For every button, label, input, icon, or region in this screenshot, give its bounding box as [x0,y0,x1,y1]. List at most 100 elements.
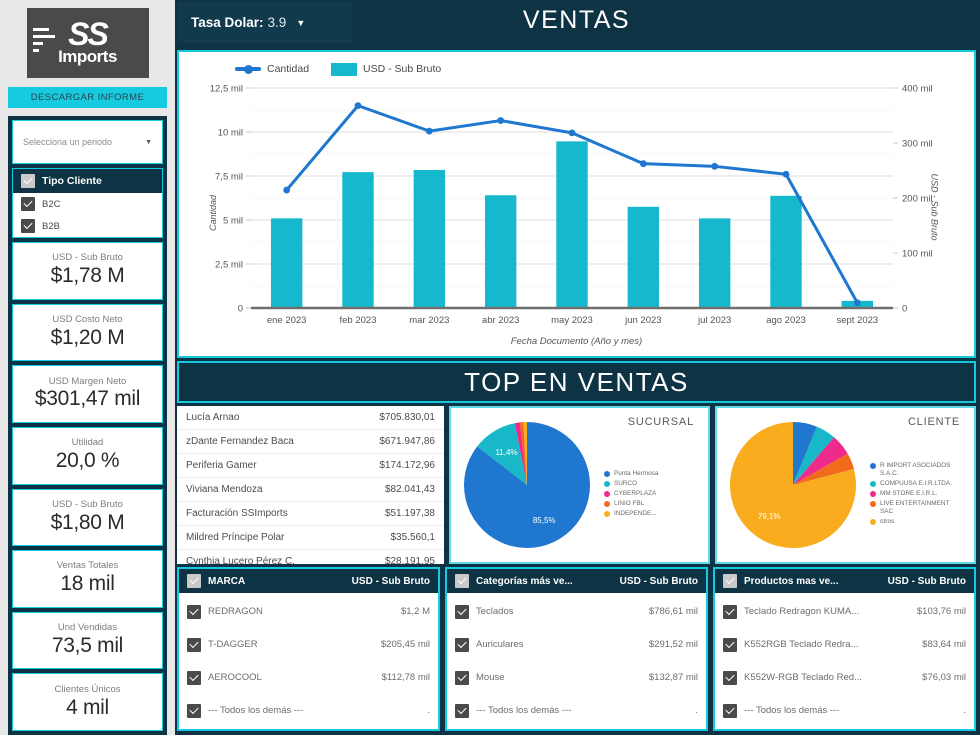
checkbox-icon[interactable] [21,197,35,211]
pie-slice[interactable] [793,453,854,485]
kpi-card-und-vendidas[interactable]: Und Vendidas 73,5 mil [12,611,163,670]
checkbox-icon[interactable] [21,174,35,188]
kpi-value: $1,80 M [50,510,125,534]
table-row[interactable]: --- Todos los demás ---. [179,698,438,724]
pie-legend-item[interactable]: otros [870,518,954,526]
kpi-label: USD - Sub Bruto [52,498,123,510]
kpi-card-utilidad[interactable]: Utilidad 20,0 % [12,426,163,485]
productos-table: Productos mas ve... USD - Sub Bruto Tecl… [713,567,976,731]
customer-name: zDante Fernandez Baca [186,436,294,447]
ventas-chart-panel: Cantidad USD - Sub Bruto Cantidad USD - … [177,50,976,358]
legend-item-usd-sub-bruto[interactable]: USD - Sub Bruto [331,62,441,76]
list-item[interactable]: Facturación SSImports $51.197,38 [177,502,444,526]
sucursal-pie-chart[interactable]: 85,5% 11,4% [455,411,600,559]
x-axis-title: Fecha Documento (Año y mes) [510,336,643,347]
period-select[interactable]: Selecciona un periodo ▼ [12,120,163,164]
combo-chart-svg[interactable]: 0 2,5 mil 5 mil 7,5 mil 10 mil 12,5 mil 0 100 m… [183,80,967,345]
checkbox-icon[interactable] [723,604,737,619]
table-row[interactable]: K552RGB Teclado Redra... $83,64 mil [715,632,974,658]
table-row[interactable]: --- Todos los demás ---. [715,698,974,724]
legend-dot-icon [604,501,610,507]
legend-dot-icon [604,511,610,517]
checkbox-icon[interactable] [723,574,737,588]
pie-slice[interactable] [514,422,527,485]
kpi-value: $301,47 mil [34,387,141,411]
table-row[interactable]: K552W-RGB Teclado Red... $76,03 mil [715,665,974,691]
legend-item-cantidad[interactable]: Cantidad [235,63,309,75]
checkbox-icon[interactable] [187,604,201,619]
filter-select-all-row[interactable]: Tipo Cliente [13,169,162,193]
list-item[interactable]: Viviana Mendoza $82.041,43 [177,478,444,502]
filter-option-b2c[interactable]: B2C [13,193,162,215]
pie-legend-item[interactable]: INDEPENDE... [604,510,658,518]
list-item[interactable]: Mildred Príncipe Polar $35.560,1 [177,526,444,550]
pie-legend-item[interactable]: COMPUUSA E.I.R.LTDA. [870,480,954,488]
checkbox-icon[interactable] [723,670,737,685]
kpi-card-usd-sub-bruto-2[interactable]: USD - Sub Bruto $1,80 M [12,488,163,547]
download-report-button[interactable]: DESCARGAR INFORME [8,87,167,108]
cliente-pie-chart[interactable]: 79,1% [721,411,866,559]
list-item[interactable]: Lucía Arnao $705.830,01 [177,406,444,430]
customer-value: $671.947,86 [379,436,435,447]
pie-legend-item[interactable]: R IMPORT ASOCIADOS S.A.C. [870,462,954,478]
pie-slice[interactable] [477,423,527,485]
kpi-card-usd-sub-bruto[interactable]: USD - Sub Bruto $1,78 M [12,242,163,300]
filter-option-b2b[interactable]: B2B [13,215,162,237]
table-cell-label: --- Todos los demás --- [476,705,572,716]
list-item[interactable]: zDante Fernandez Baca $671.947,86 [177,430,444,454]
table-row[interactable]: Auriculares $291,52 mil [447,632,706,658]
chart-plot-area: Cantidad USD - Sub Bruto Fecha Documento… [183,80,970,348]
table-body: Teclado Redragon KUMA... $103,76 mil K552R… [715,593,974,729]
pie-slice[interactable] [730,422,856,548]
table-row[interactable]: AEROCOOL $112,78 mil [179,665,438,691]
checkbox-icon[interactable] [455,670,469,685]
checkbox-icon[interactable] [455,637,469,652]
table-row[interactable]: T-DAGGER $205,45 mil [179,632,438,658]
list-item[interactable]: Periferia Gamer $174.172,96 [177,454,444,478]
pie-slice[interactable] [523,422,527,485]
checkbox-icon[interactable] [21,219,35,233]
kpi-card-usd-margen-neto[interactable]: USD Margen Neto $301,47 mil [12,365,163,423]
tasa-dolar-selector[interactable]: Tasa Dolar: 3.9 ▼ [177,2,352,43]
customer-value: $28.191,95 [384,556,435,564]
pie-legend-item[interactable]: CYBERPLAZA [604,490,658,498]
kpi-card-usd-costo-neto[interactable]: USD Costo Neto $1,20 M [12,303,163,362]
checkbox-icon[interactable] [455,574,469,588]
list-item[interactable]: Cynthia Lucero Pérez C. $28.191,95 [177,550,444,564]
table-row[interactable]: Teclado Redragon KUMA... $103,76 mil [715,599,974,625]
pie-legend-label: LIVE ENTERTAINMENT SAC [880,500,950,515]
pie-slice[interactable] [793,437,848,485]
checkbox-icon[interactable] [723,703,737,718]
checkbox-icon[interactable] [187,703,201,718]
pie-slice[interactable] [793,426,835,485]
pie-legend-item[interactable]: LINIO FBL [604,500,658,508]
kpi-card-clientes-unicos[interactable]: Clientes Únicos 4 mil [12,673,163,731]
checkbox-icon[interactable] [723,637,737,652]
pie-legend-item[interactable]: MM STORE E.I.R.L. [870,490,954,498]
pie-slice[interactable] [519,422,527,485]
table-header-value: USD - Sub Bruto [619,575,698,587]
top-customers-list[interactable]: Lucía Arnao $705.830,01 zDante Fernandez B… [177,406,444,564]
table-row[interactable]: Mouse $132,87 mil [447,665,706,691]
checkbox-icon[interactable] [455,703,469,718]
customer-value: $174.172,96 [379,460,435,471]
pie-legend-item[interactable]: SURCO [604,480,658,488]
pie-data-label: 11,4% [495,448,517,457]
checkbox-icon[interactable] [455,604,469,619]
checkbox-icon[interactable] [187,670,201,685]
table-header-row[interactable]: MARCA USD - Sub Bruto [179,569,438,593]
table-header-row[interactable]: Categorías más ve... USD - Sub Bruto [447,569,706,593]
table-row[interactable]: --- Todos los demás ---. [447,698,706,724]
table-header-row[interactable]: Productos mas ve... USD - Sub Bruto [715,569,974,593]
kpi-card-ventas-totales[interactable]: Ventas Totales 18 mil [12,550,163,608]
chevron-down-icon[interactable]: ▼ [296,17,306,28]
table-row[interactable]: Teclados $786,61 mil [447,599,706,625]
kpi-label: Clientes Únicos [54,683,121,695]
table-row[interactable]: REDRAGON $1,2 M [179,599,438,625]
pie-legend-item[interactable]: LIVE ENTERTAINMENT SAC [870,500,954,516]
checkbox-icon[interactable] [187,637,201,652]
pie-slice[interactable] [793,422,817,485]
pie-legend-item[interactable]: Punta Hermosa [604,470,658,478]
table-cell-label: --- Todos los demás --- [744,705,840,716]
checkbox-icon[interactable] [187,574,201,588]
